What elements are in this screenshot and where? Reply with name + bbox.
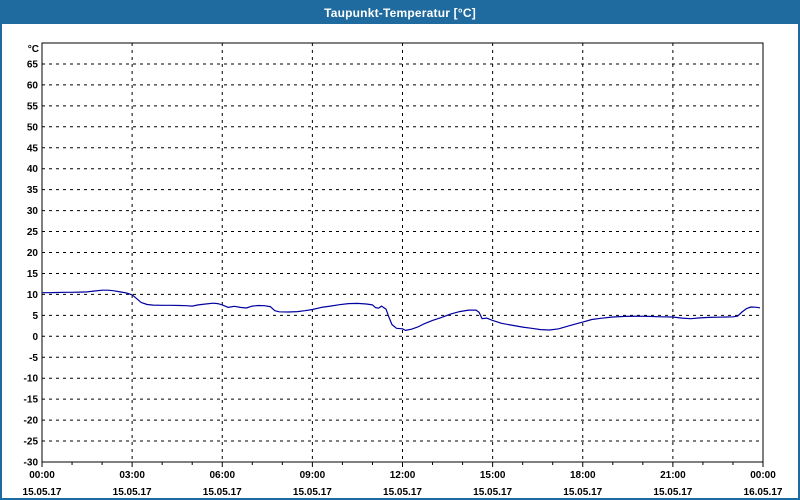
x-axis-date-label: 15.05.17 [653, 487, 692, 498]
x-axis-date-label: 15.05.17 [23, 487, 62, 498]
x-axis-date-label: 15.05.17 [203, 487, 242, 498]
x-axis-date-label: 15.05.17 [473, 487, 512, 498]
x-axis-date-label: 15.05.17 [113, 487, 152, 498]
y-axis-label: -20 [24, 416, 39, 427]
y-axis-label: 40 [27, 164, 39, 175]
y-axis-label: 60 [27, 80, 39, 91]
y-axis-label: 25 [27, 227, 39, 238]
y-axis-label: 30 [27, 206, 39, 217]
y-axis-label: -10 [24, 374, 39, 385]
y-axis-label: 55 [27, 101, 39, 112]
x-axis-time-label: 00:00 [29, 470, 55, 481]
y-axis-unit-label: °C [28, 44, 39, 55]
x-axis-date-label: 15.05.17 [563, 487, 602, 498]
y-axis-label: 20 [27, 248, 39, 259]
x-axis-time-label: 09:00 [300, 470, 326, 481]
x-axis-date-label: 15.05.17 [383, 487, 422, 498]
y-axis-label: -5 [29, 353, 38, 364]
y-axis-label: 0 [32, 332, 38, 343]
x-axis-time-label: 18:00 [570, 470, 596, 481]
x-axis-date-label: 16.05.17 [744, 487, 783, 498]
x-axis-date-label: 15.05.17 [293, 487, 332, 498]
window-title: Taupunkt-Temperatur [°C] [324, 6, 476, 20]
y-axis-label: 35 [27, 185, 39, 196]
y-axis-label: 45 [27, 143, 39, 154]
plot-border [41, 42, 764, 463]
y-axis-label: 5 [32, 311, 38, 322]
window-titlebar: Taupunkt-Temperatur [°C] [2, 2, 798, 24]
x-axis-time-label: 21:00 [660, 470, 686, 481]
x-axis-time-label: 06:00 [209, 470, 235, 481]
y-axis-label: -25 [24, 437, 39, 448]
dewpoint-series-line [42, 289, 761, 331]
y-axis-label: 10 [27, 290, 39, 301]
y-axis-label: 65 [27, 59, 39, 70]
y-axis-label: -15 [24, 395, 39, 406]
x-axis-time-label: 12:00 [390, 470, 416, 481]
x-axis-time-label: 15:00 [480, 470, 506, 481]
y-axis-label: 15 [27, 269, 39, 280]
y-axis-label: -30 [24, 458, 39, 469]
y-axis-label: 50 [27, 122, 39, 133]
x-axis-time-label: 00:00 [750, 470, 776, 481]
x-axis-time-label: 03:00 [119, 470, 145, 481]
